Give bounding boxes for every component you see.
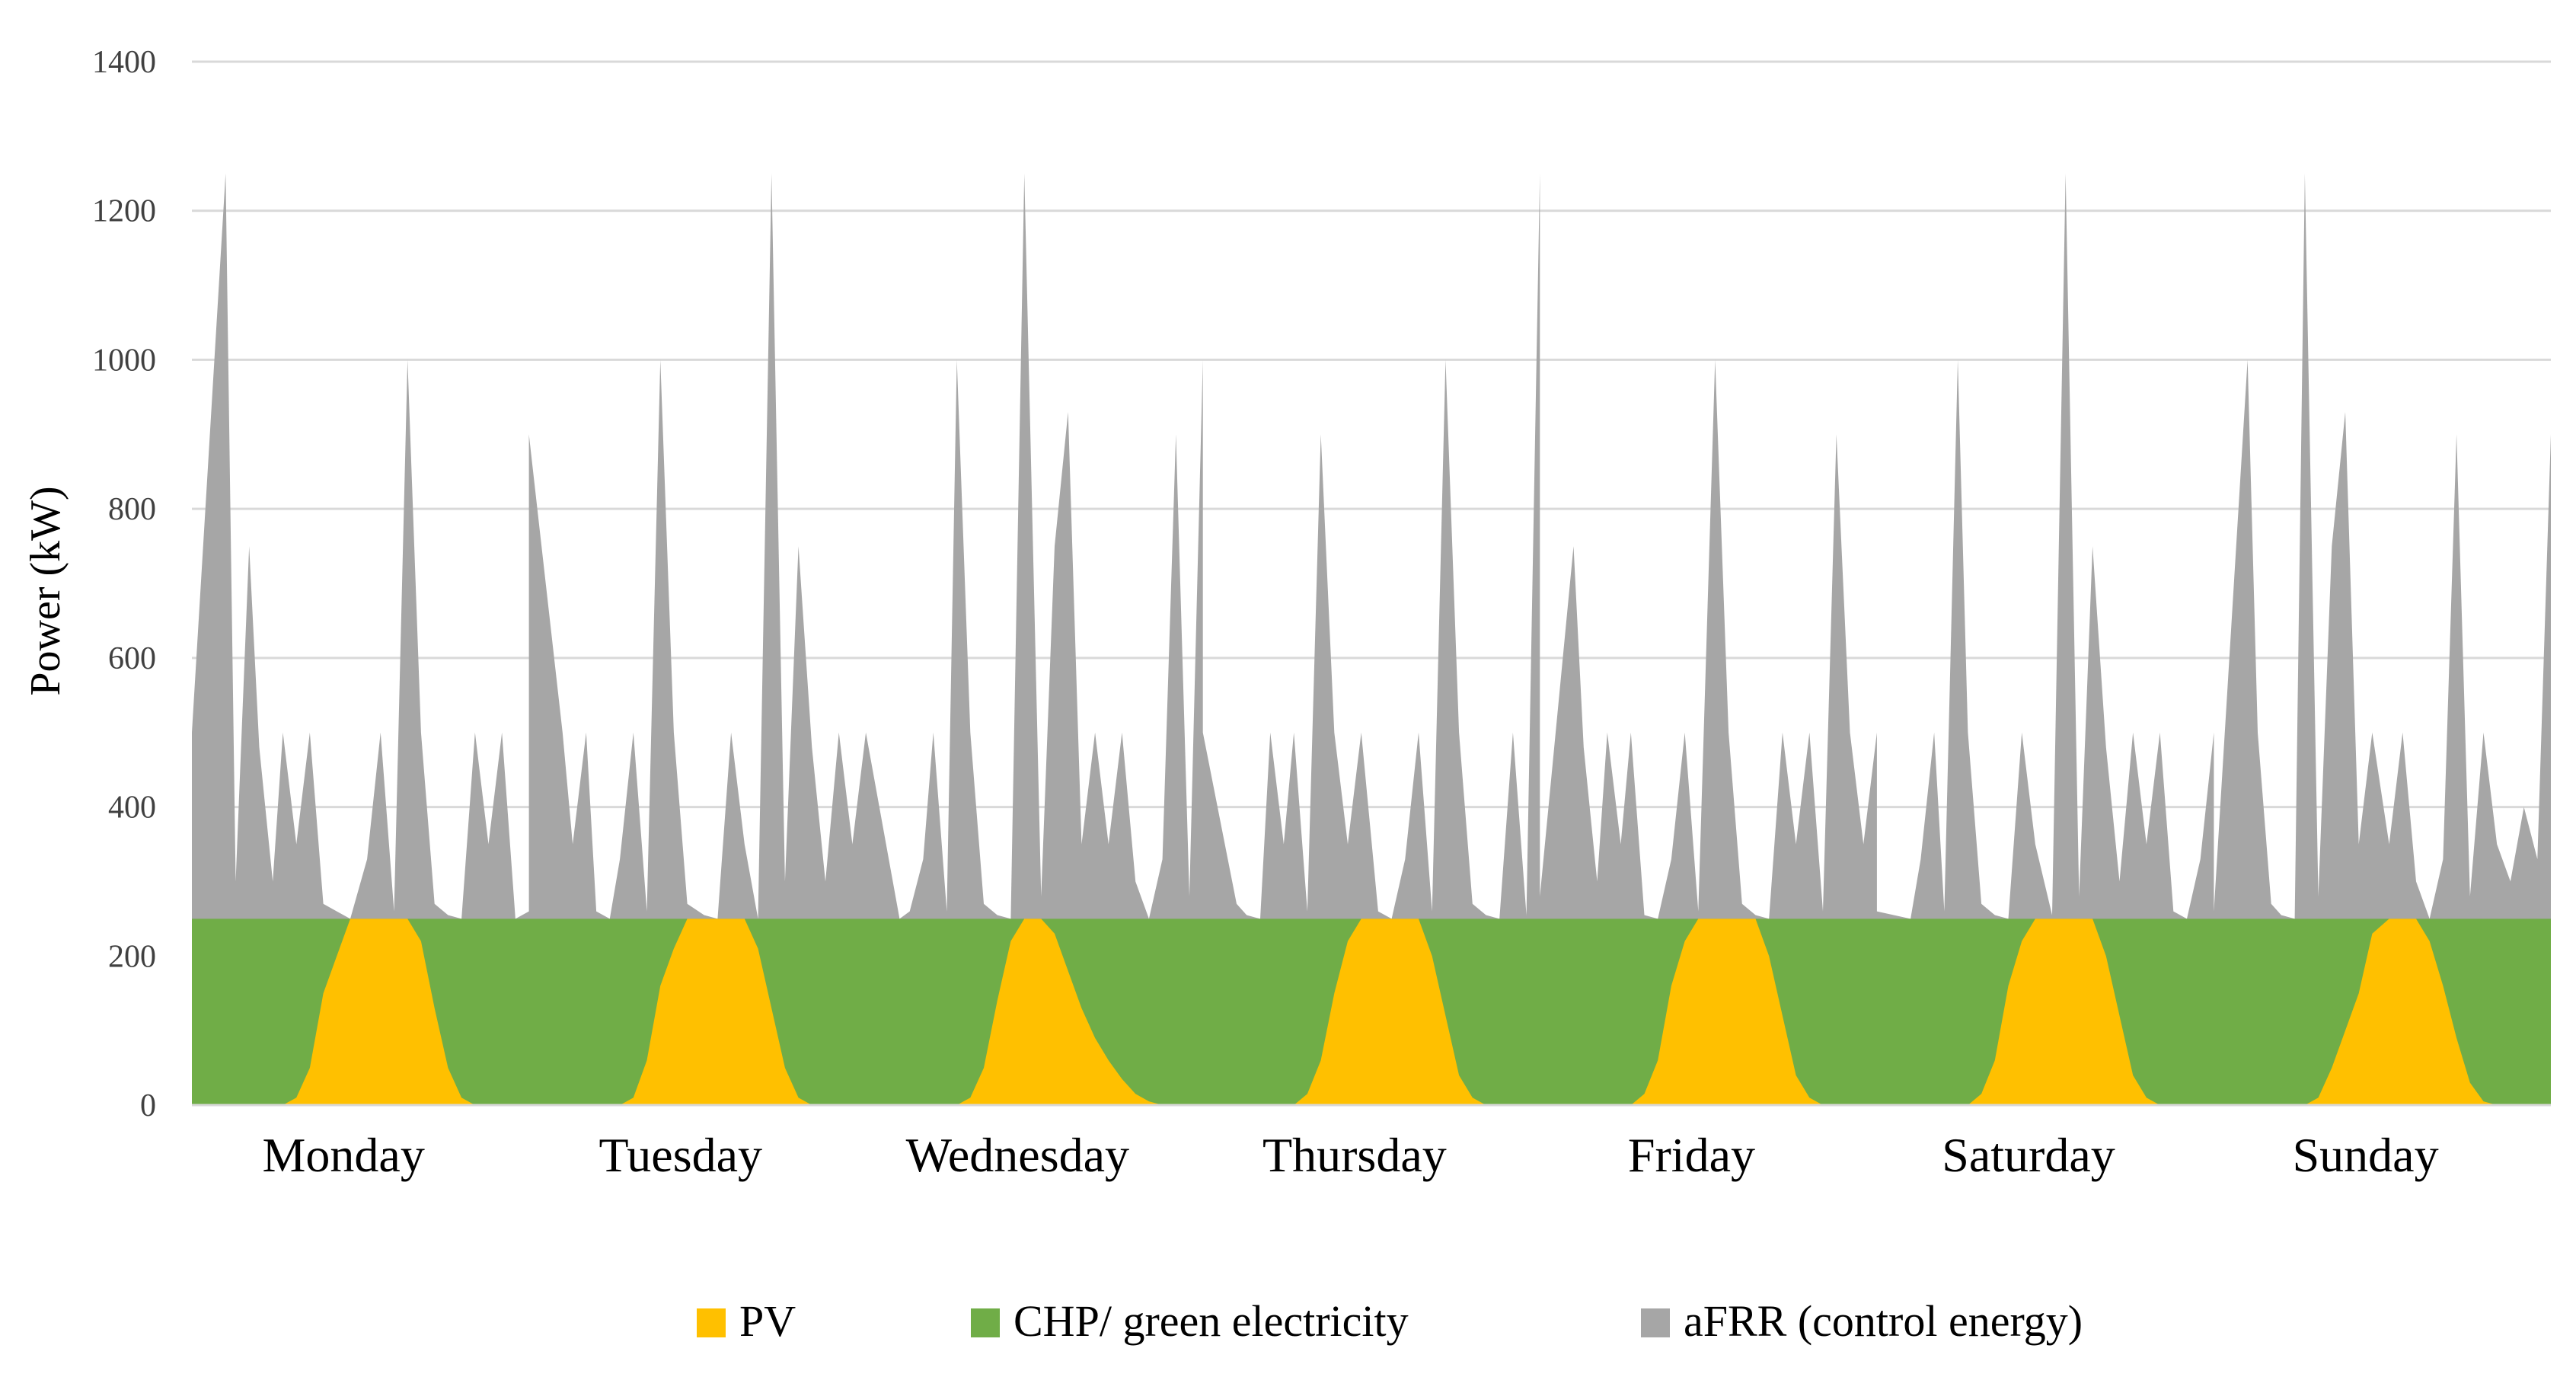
x-category-friday: Friday bbox=[1628, 1128, 1755, 1182]
legend-label-0: PV bbox=[739, 1296, 796, 1346]
y-tick-label-800: 800 bbox=[108, 492, 156, 527]
y-tick-label-600: 600 bbox=[108, 641, 156, 676]
y-tick-label-1000: 1000 bbox=[92, 343, 156, 378]
x-category-saturday: Saturday bbox=[1942, 1128, 2115, 1182]
legend-label-1: CHP/ green electricity bbox=[1013, 1296, 1409, 1346]
plot-area bbox=[192, 173, 2551, 1107]
y-tick-label-200: 200 bbox=[108, 939, 156, 974]
x-category-thursday: Thursday bbox=[1262, 1128, 1447, 1182]
y-tick-label-0: 0 bbox=[140, 1088, 156, 1123]
series-afrr-area bbox=[192, 173, 2551, 1105]
x-category-monday: Monday bbox=[263, 1128, 425, 1182]
legend-swatch-1 bbox=[971, 1308, 1000, 1337]
y-tick-label-1200: 1200 bbox=[92, 194, 156, 229]
x-category-sunday: Sunday bbox=[2293, 1128, 2439, 1182]
y-tick-label-400: 400 bbox=[108, 791, 156, 826]
legend-label-2: aFRR (control energy) bbox=[1684, 1296, 2083, 1346]
series-pv-area bbox=[192, 919, 2551, 1105]
y-axis-title: Power (kW) bbox=[22, 486, 69, 695]
legend-swatch-0 bbox=[697, 1308, 726, 1337]
x-axis-day-labels: Monday Tuesday Wednesday Thursday Friday Satu… bbox=[263, 1128, 2439, 1182]
x-category-tuesday: Tuesday bbox=[599, 1128, 762, 1182]
legend-swatch-2 bbox=[1641, 1308, 1670, 1337]
x-category-wednesday: Wednesday bbox=[906, 1128, 1129, 1182]
legend: PV CHP/ green electricity aFRR (control en… bbox=[697, 1296, 2083, 1346]
y-tick-label-1400: 1400 bbox=[92, 45, 156, 80]
y-axis-ticks: 0 200 400 600 800 1000 1200 1400 bbox=[92, 45, 156, 1123]
